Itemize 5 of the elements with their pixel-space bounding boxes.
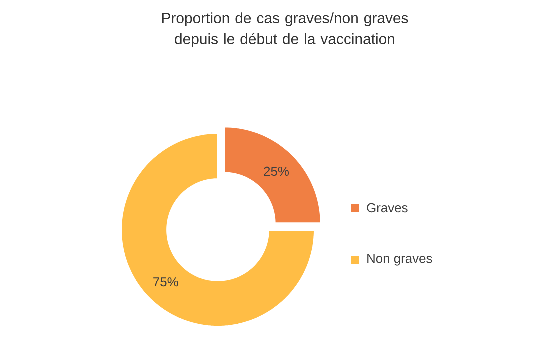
- data-label: 75%: [154, 278, 178, 287]
- legend-label: Graves: [367, 203, 408, 213]
- chart-title: Proportion de cas graves/non graves depuis le début de la vaccination: [162, 12, 408, 48]
- data-label: 25%: [264, 166, 289, 176]
- legend-label: Non graves: [368, 254, 432, 266]
